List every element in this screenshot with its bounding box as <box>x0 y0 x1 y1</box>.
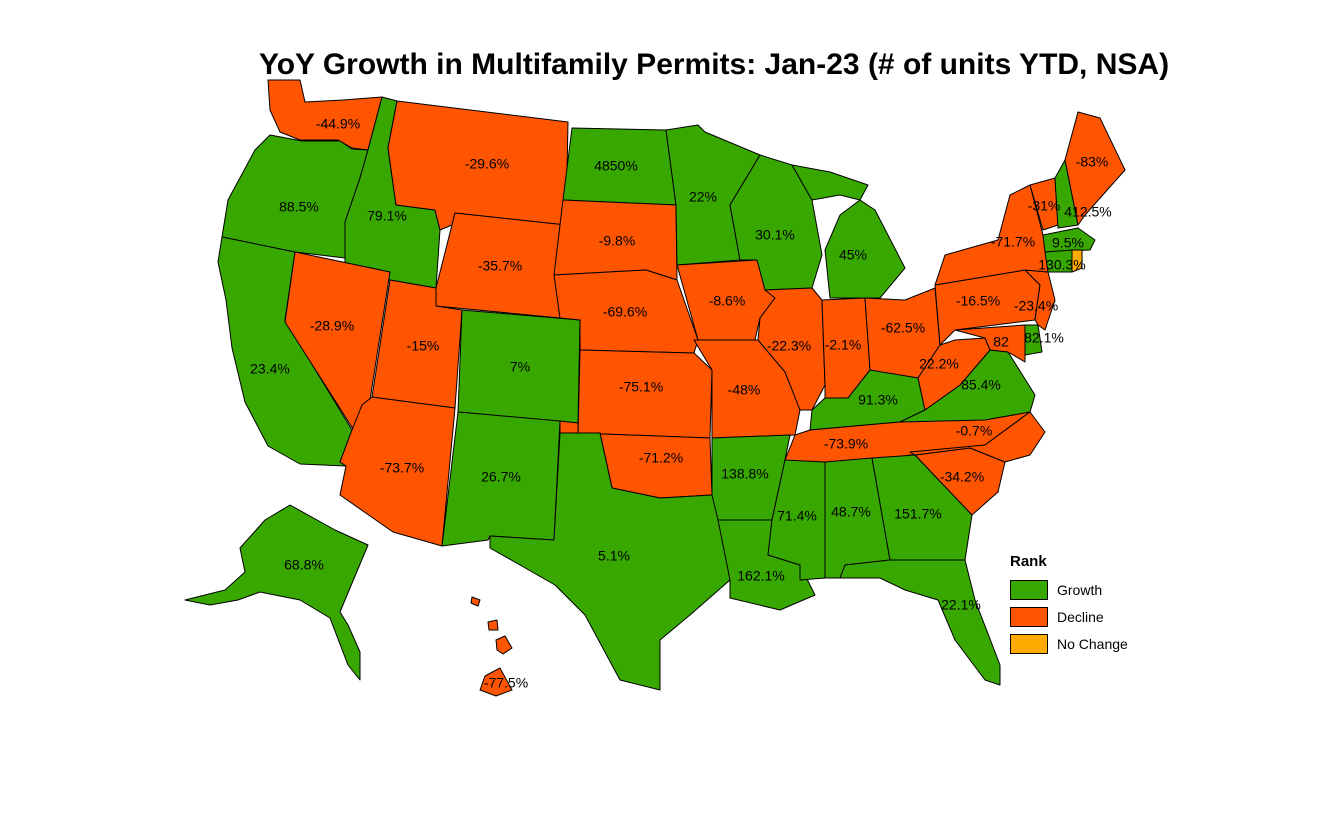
state-HI-1 <box>470 596 481 607</box>
state-HI-2 <box>487 619 499 631</box>
label-MN: 22% <box>689 189 717 205</box>
label-WV: 22.2% <box>919 356 959 372</box>
label-MI: 45% <box>839 247 867 263</box>
label-WI: 30.1% <box>755 227 795 243</box>
state-MI <box>824 199 906 299</box>
state-IL <box>757 287 826 411</box>
state-DE <box>1024 324 1043 356</box>
label-TN: -73.9% <box>824 436 868 452</box>
label-NY: -71.7% <box>991 234 1035 250</box>
label-NM: 26.7% <box>481 469 521 485</box>
label-AK: 68.8% <box>284 557 324 573</box>
state-GA <box>871 454 973 561</box>
label-NV: -28.9% <box>310 318 354 334</box>
state-HI-4 <box>479 667 513 697</box>
label-OR: 88.5% <box>279 199 319 215</box>
legend: Rank Growth Decline No Change <box>1010 553 1128 657</box>
legend-item-decline: Decline <box>1010 603 1128 630</box>
legend-item-no-change: No Change <box>1010 630 1128 657</box>
label-AZ: -73.7% <box>380 460 424 476</box>
legend-item-growth: Growth <box>1010 576 1128 603</box>
label-WA: -44.9% <box>316 116 360 132</box>
label-DE: 82.1% <box>1024 330 1064 346</box>
label-MT: -29.6% <box>465 156 509 172</box>
label-NH: 412.5% <box>1064 204 1111 220</box>
state-ME <box>1064 111 1126 226</box>
label-CT: 130.3% <box>1038 257 1085 273</box>
label-HI: -77.5% <box>484 675 528 691</box>
state-WY <box>435 212 567 319</box>
label-WY: -35.7% <box>478 258 522 274</box>
legend-swatch-decline <box>1010 606 1048 627</box>
state-RI <box>1071 249 1083 273</box>
label-SD: -9.8% <box>599 233 636 249</box>
label-MA: 9.5% <box>1052 235 1084 251</box>
state-HI-3 <box>495 635 513 655</box>
state-AK <box>184 504 369 681</box>
label-CA: 23.4% <box>250 361 290 377</box>
label-CO: 7% <box>510 359 530 375</box>
label-MO: -48% <box>728 382 761 398</box>
state-NC <box>909 411 1046 463</box>
label-ME: -83% <box>1076 154 1109 170</box>
label-AL: 48.7% <box>831 504 871 520</box>
legend-swatch-no-change <box>1010 633 1048 654</box>
state-TX <box>489 432 731 691</box>
label-IA: -8.6% <box>709 293 746 309</box>
label-MD: 82 <box>993 334 1009 350</box>
label-UT: -15% <box>407 338 440 354</box>
label-NC: -0.7% <box>956 423 993 439</box>
label-ID: 79.1% <box>367 208 407 224</box>
label-OH: -62.5% <box>881 320 925 336</box>
label-GA: 151.7% <box>894 506 941 522</box>
state-FL <box>839 559 1001 686</box>
label-PA: -16.5% <box>956 293 1000 309</box>
state-MI-UP <box>791 164 869 201</box>
label-NE: -69.6% <box>603 304 647 320</box>
state-MA <box>1042 227 1096 253</box>
state-KS <box>577 349 713 439</box>
label-OK: -71.2% <box>639 450 683 466</box>
legend-title: Rank <box>1010 553 1047 570</box>
label-LA: 162.1% <box>737 568 784 584</box>
label-FL: 22.1% <box>941 597 981 613</box>
label-VA: 85.4% <box>961 377 1001 393</box>
map-title: YoY Growth in Multifamily Permits: Jan-2… <box>258 48 1170 81</box>
label-IN: -2.1% <box>825 337 862 353</box>
label-KS: -75.1% <box>619 379 663 395</box>
legend-label-decline: Decline <box>1057 608 1104 625</box>
label-MS: 71.4% <box>777 508 817 524</box>
state-AZ <box>339 396 456 547</box>
state-NJ <box>1024 269 1056 331</box>
label-KY: 91.3% <box>858 392 898 408</box>
state-labels: -44.9% 88.5% 23.4% 79.1% -28.9% -29.6% -… <box>250 116 1112 691</box>
label-TX: 5.1% <box>598 548 630 564</box>
legend-label-growth: Growth <box>1057 581 1103 598</box>
label-AR: 138.8% <box>721 466 768 482</box>
states-layer <box>184 79 1126 697</box>
label-VT: -31% <box>1028 198 1061 214</box>
label-NJ: -23.4% <box>1014 298 1058 314</box>
legend-swatch-growth <box>1010 579 1048 600</box>
label-SC: -34.2% <box>940 469 984 485</box>
legend-label-no-change: No Change <box>1057 635 1128 652</box>
label-ND: 4850% <box>594 158 638 174</box>
label-IL: -22.3% <box>767 338 811 354</box>
